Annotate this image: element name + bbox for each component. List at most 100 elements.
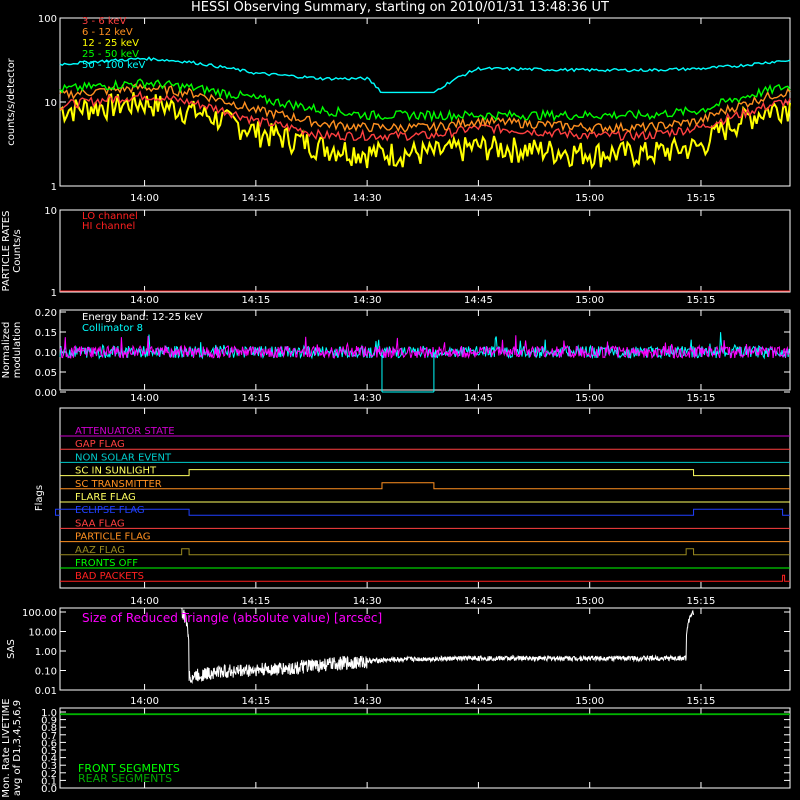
flags-xtick-label: 15:00 [575,596,604,607]
rates-ytick-label: 10 [44,98,57,109]
sas-ylabel: SAS [6,639,17,659]
flag-line [60,548,790,556]
flags-xtick-label: 14:00 [130,596,159,607]
rates-legend-entry: 6 - 12 keV [82,27,133,38]
rates-ytick-label: 100 [38,14,57,25]
livetime-ytick-label: 0.8 [41,723,57,734]
flag-label: FLARE FLAG [75,492,136,503]
modulation-ytick-label: 0.10 [35,348,57,359]
livetime-ytick-label: 0.5 [41,746,57,757]
flag-label: FRONTS OFF [75,558,138,569]
rates-xtick-label: 14:15 [241,193,270,204]
flags-frame [59,407,791,589]
flag-line [60,574,790,582]
flag-line [60,469,790,477]
livetime-ytick-label: 0.2 [41,769,57,780]
modulation-xtick-label: 14:30 [353,393,382,404]
modulation-xtick-label: 14:45 [464,393,493,404]
rates-ylabel: counts/s/detector [6,57,17,145]
livetime-frame [59,707,791,789]
sas-xtick-label: 14:45 [464,696,493,707]
particle-frame [59,209,791,293]
flags-ylabel: Flags [34,485,45,511]
particle-ylabel: PARTICLE RATES [1,211,12,292]
livetime-ylabel: avg of D1,3,4,5,6,9 [12,700,23,796]
flag-label: ATTENUATOR STATE [75,426,175,437]
particle-ytick-label: 10 [44,206,57,217]
particle-xtick-label: 15:15 [687,295,716,306]
sas-xtick-label: 14:00 [130,696,159,707]
flag-line [55,508,790,516]
modulation-annotation: Collimator 8 [82,323,143,334]
livetime-ytick-label: 0.9 [41,716,57,727]
livetime-ytick-label: 0.7 [41,731,57,742]
rates-legend-entry: 50 - 100 keV [82,60,146,71]
rates-xtick-label: 14:30 [353,193,382,204]
flag-label: PARTICLE FLAG [75,532,151,543]
chart-title: HESSI Observing Summary, starting on 201… [191,0,609,15]
flag-label: ECLIPSE FLAG [75,505,145,516]
modulation-annotation: Energy band: 12-25 keV [82,312,203,323]
particle-xtick-label: 15:00 [575,295,604,306]
livetime-ytick-label: 0.6 [41,738,57,749]
modulation-ytick-label: 0.05 [35,368,57,379]
livetime-ytick-label: 0.3 [41,761,57,772]
flag-label: BAD PACKETS [75,571,144,582]
rates-xtick-label: 14:45 [464,193,493,204]
particle-xtick-label: 14:30 [353,295,382,306]
modulation-xtick-label: 14:00 [130,393,159,404]
rates-series-line [59,83,791,134]
flags-xtick-label: 15:15 [687,596,716,607]
sas-frame [59,607,791,691]
livetime-ytick-label: 0.0 [41,784,57,795]
modulation-xtick-label: 14:15 [241,393,270,404]
modulation-ylabel: Normalized [1,322,12,379]
modulation-xtick-label: 15:00 [575,393,604,404]
particle-legend-entry: HI channel [82,221,135,232]
modulation-ytick-label: 0.15 [35,328,57,339]
flag-label: AAZ FLAG [75,545,125,556]
sas-xtick-label: 14:30 [353,696,382,707]
sas-series-line [181,607,695,684]
sas-ytick-label: 10.00 [28,628,57,639]
flag-label: NON SOLAR EVENT [75,452,172,463]
particle-xtick-label: 14:00 [130,295,159,306]
livetime-legend-front: FRONT SEGMENTS [78,762,180,775]
sas-xtick-label: 15:00 [575,696,604,707]
modulation-ytick-label: 0.00 [35,388,57,399]
rates-legend-entry: 25 - 50 keV [82,49,139,60]
flag-label: SC IN SUNLIGHT [75,466,157,477]
particle-xtick-label: 14:45 [464,295,493,306]
sas-ytick-label: 100.00 [22,608,57,619]
rates-xtick-label: 14:00 [130,193,159,204]
sas-xtick-label: 15:15 [687,696,716,707]
flag-label: SAA FLAG [75,518,125,529]
particle-legend-entry: LO channel [82,211,138,222]
modulation-ytick-label: 0.20 [35,308,57,319]
flag-label: SC TRANSMITTER [75,479,162,490]
flags-xtick-label: 14:45 [464,596,493,607]
sas-xtick-label: 14:15 [241,696,270,707]
flag-label: GAP FLAG [75,439,125,450]
rates-legend-entry: 12 - 25 keV [82,38,139,49]
sas-annotation: Size of Reduced Triangle (absolute value… [82,611,382,625]
livetime-legend-rear: REAR SEGMENTS [78,772,172,785]
modulation-series-line [59,335,790,360]
rates-legend-entry: 3 - 6 keV [82,16,126,27]
livetime-ytick-label: 0.4 [41,754,57,765]
rates-frame [59,17,791,187]
rates-series-line [59,56,791,94]
flags-xtick-label: 14:30 [353,596,382,607]
modulation-xtick-label: 15:15 [687,393,716,404]
livetime-ytick-label: 0.1 [41,776,57,787]
rates-xtick-label: 15:00 [575,193,604,204]
rates-series-line [59,90,791,142]
flags-xtick-label: 14:15 [241,596,270,607]
particle-xtick-label: 14:15 [241,295,270,306]
modulation-frame [59,309,791,391]
livetime-ytick-label: 1.0 [41,708,57,719]
rates-series-line [59,92,791,170]
rates-series-line [59,78,791,123]
sas-ytick-label: 1.00 [35,647,57,658]
